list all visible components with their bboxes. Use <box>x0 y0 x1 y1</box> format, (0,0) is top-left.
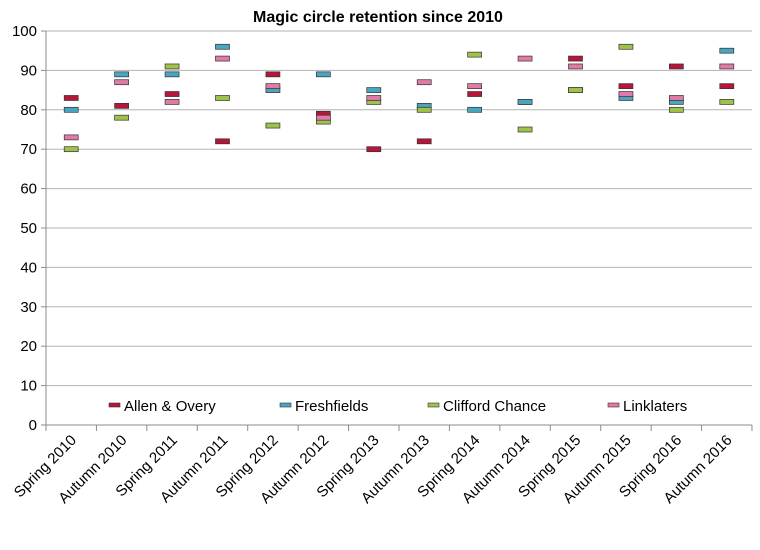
data-point <box>164 63 180 70</box>
data-point <box>719 47 735 54</box>
y-tick-label: 90 <box>20 62 37 79</box>
data-point <box>719 99 735 105</box>
data-point <box>164 99 180 105</box>
y-tick-label: 100 <box>12 23 37 40</box>
data-point <box>416 106 432 113</box>
data-point <box>618 43 634 50</box>
data-point <box>366 95 382 101</box>
data-point <box>215 138 230 145</box>
series-freshfields <box>63 43 735 113</box>
y-tick-label: 20 <box>20 338 37 355</box>
data-point <box>467 83 482 90</box>
data-point <box>568 63 583 70</box>
data-point <box>63 106 79 113</box>
legend-swatch <box>108 402 121 408</box>
data-point <box>416 138 432 145</box>
legend-label: Clifford Chance <box>443 398 546 415</box>
legend-item: Freshfields <box>279 398 368 415</box>
y-tick-label: 30 <box>20 299 37 316</box>
legend-item: Linklaters <box>607 398 687 415</box>
data-point <box>568 87 583 93</box>
data-point <box>467 51 482 58</box>
y-axis-tick-labels: 0 10 20 30 40 50 60 70 80 90 100 <box>12 23 37 434</box>
data-point <box>63 146 79 153</box>
data-point <box>618 91 634 97</box>
data-point <box>265 122 281 129</box>
data-point <box>265 83 281 90</box>
data-point <box>366 87 382 93</box>
data-point <box>467 106 482 113</box>
series-linklaters <box>63 55 735 141</box>
legend-label: Allen & Overy <box>124 398 216 415</box>
legend-swatch <box>607 402 620 408</box>
data-markers <box>63 43 735 153</box>
data-point <box>618 83 634 90</box>
data-point <box>114 103 129 109</box>
data-point <box>215 55 230 62</box>
legend-item: Allen & Overy <box>108 398 216 415</box>
legend-item: Clifford Chance <box>427 398 546 415</box>
y-tick-label: 40 <box>20 259 37 276</box>
data-point <box>215 95 230 101</box>
data-point <box>265 71 281 78</box>
legend-swatch <box>279 402 292 408</box>
legend-label: Freshfields <box>295 398 368 415</box>
data-point <box>316 71 331 78</box>
data-point <box>517 55 533 62</box>
data-point <box>719 83 735 90</box>
axes <box>41 30 753 431</box>
y-tick-label: 0 <box>29 417 37 434</box>
legend: Allen & Overy Freshfields Clifford Chance L… <box>108 398 687 415</box>
data-point <box>517 126 533 133</box>
data-point <box>568 55 583 62</box>
grid-lines <box>46 30 752 387</box>
y-tick-label: 60 <box>20 181 37 198</box>
data-point <box>114 71 129 78</box>
y-tick-label: 80 <box>20 102 37 119</box>
data-point <box>517 99 533 105</box>
data-point <box>63 134 79 141</box>
data-point <box>719 63 735 70</box>
data-point <box>669 95 684 101</box>
data-point <box>366 146 382 153</box>
data-point <box>164 91 180 97</box>
data-point <box>467 91 482 97</box>
chart-title: Magic circle retention since 2010 <box>253 9 503 26</box>
data-point <box>114 79 129 86</box>
data-point <box>215 43 230 50</box>
y-tick-label: 50 <box>20 220 37 237</box>
data-point <box>669 63 684 70</box>
data-point <box>114 114 129 121</box>
y-tick-label: 70 <box>20 141 37 158</box>
y-tick-label: 10 <box>20 378 37 395</box>
data-point <box>316 114 331 121</box>
data-point <box>164 71 180 78</box>
legend-swatch <box>427 402 440 408</box>
data-point <box>416 79 432 86</box>
data-point <box>669 106 684 113</box>
data-point <box>63 95 79 101</box>
legend-label: Linklaters <box>623 398 687 415</box>
series-clifford-chance <box>63 43 735 153</box>
